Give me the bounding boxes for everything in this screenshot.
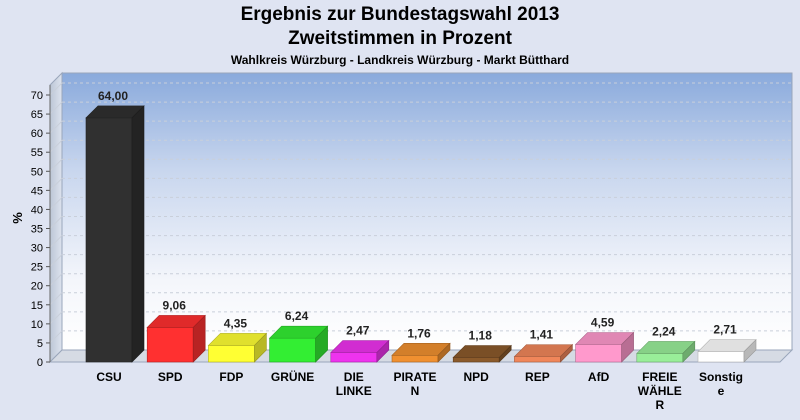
y-tick-label: 15 [31, 300, 43, 312]
y-tick-label: 70 [31, 90, 43, 102]
plot-side-wall [49, 71, 63, 364]
y-tick-label: 50 [31, 166, 43, 178]
gridline-side [49, 158, 63, 172]
y-tick-label: 20 [31, 281, 43, 293]
x-tick-label-10-line1: e [718, 384, 725, 398]
y-tick-label: 35 [31, 224, 43, 236]
bar-2 [207, 332, 268, 363]
gridline-side [49, 139, 63, 153]
chart-title: Ergebnis zur Bundestagswahl 2013 [240, 4, 560, 25]
plot-back-wall [61, 72, 793, 351]
y-tick-label: 30 [31, 243, 43, 255]
bar-side [254, 332, 267, 363]
y-tick-label: 55 [31, 147, 43, 159]
data-label-10: 2,71 [713, 323, 737, 337]
data-label-0: 64,00 [98, 89, 128, 103]
gridline-side [49, 216, 63, 229]
bar-front [575, 344, 622, 363]
bar-8 [574, 331, 635, 363]
x-tick-label-6: NPD [464, 370, 490, 384]
x-tick-label-9-line1: WÄHLE [638, 383, 682, 398]
gridline-side [49, 197, 63, 210]
bar-1 [146, 314, 206, 363]
x-tick-label-7: REP [525, 370, 550, 384]
bar-front [697, 351, 745, 363]
x-tick-label-9: FREIE [642, 370, 677, 384]
bar-front [208, 345, 255, 363]
bar-front [269, 337, 316, 363]
x-tick-label-5-line1: N [411, 384, 420, 398]
bar-side [498, 344, 512, 363]
x-tick-label-1: SPD [158, 370, 183, 384]
data-label-7: 1,41 [530, 328, 554, 342]
bar-side [376, 339, 390, 363]
bar-side [437, 342, 451, 363]
y-tick-label: 45 [31, 185, 43, 197]
gridline-side [49, 178, 63, 191]
y-tick-label: 5 [37, 338, 43, 350]
data-label-2: 4,35 [224, 316, 248, 330]
y-tick-label: 10 [31, 319, 43, 331]
bar-side [315, 325, 328, 363]
bar-side [192, 314, 206, 363]
chart-title-line2: Zweitstimmen in Prozent [288, 28, 512, 49]
bar-front [391, 354, 439, 363]
bar-side [131, 105, 145, 363]
gridline-side [49, 101, 63, 115]
gridline-side [49, 120, 63, 134]
data-label-8: 4,59 [591, 315, 615, 329]
y-tick-label: 0 [37, 357, 43, 369]
y-axis-label: % [10, 212, 25, 224]
bar-front [330, 352, 378, 363]
x-tick-label-2: FDP [219, 370, 243, 384]
bar-6 [452, 344, 512, 363]
data-label-4: 2,47 [346, 324, 370, 338]
bar-side [682, 340, 696, 363]
bar-side [743, 338, 757, 363]
bar-front [85, 117, 133, 363]
bar-side [621, 331, 634, 363]
chart-subtitle: Wahlkreis Würzburg - Landkreis Würzburg … [230, 53, 570, 67]
data-label-3: 6,24 [285, 309, 309, 323]
bar-front [146, 327, 194, 363]
x-tick-label-9-line2: R [655, 398, 664, 412]
gridline-side [49, 235, 63, 248]
gridline-side [49, 311, 63, 325]
bar-5 [391, 342, 451, 363]
bar-4 [330, 339, 390, 363]
gridline-side [49, 82, 63, 96]
bar-front [636, 353, 684, 363]
gridline-side [49, 330, 63, 344]
x-tick-label-4-line1: LINKE [336, 384, 372, 398]
x-tick-label-0: CSU [96, 370, 121, 384]
y-tick-label: 25 [31, 262, 43, 274]
bar-10 [697, 338, 757, 363]
gridline-side [49, 254, 63, 267]
gridline-side [49, 273, 63, 287]
y-tick-label: 40 [31, 204, 43, 216]
bar-7 [513, 343, 574, 363]
x-tick-label-4: DIE [344, 370, 364, 384]
bar-9 [636, 340, 696, 363]
bar-3 [268, 325, 329, 363]
data-label-6: 1,18 [469, 328, 493, 342]
data-label-9: 2,24 [652, 324, 676, 338]
data-label-5: 1,76 [407, 326, 431, 340]
data-label-1: 9,06 [163, 298, 187, 312]
gridline-side [49, 292, 63, 306]
x-tick-label-10: Sonstig [699, 370, 743, 384]
x-tick-label-3: GRÜNE [271, 369, 314, 384]
y-tick-label: 60 [31, 128, 43, 140]
y-tick-label: 65 [31, 109, 43, 121]
bar-side [560, 343, 573, 363]
bar-front [514, 356, 561, 363]
bar-0 [85, 105, 145, 363]
bar-front [452, 357, 500, 363]
x-tick-label-5: PIRATE [393, 370, 436, 384]
x-tick-label-8: AfD [588, 370, 610, 384]
